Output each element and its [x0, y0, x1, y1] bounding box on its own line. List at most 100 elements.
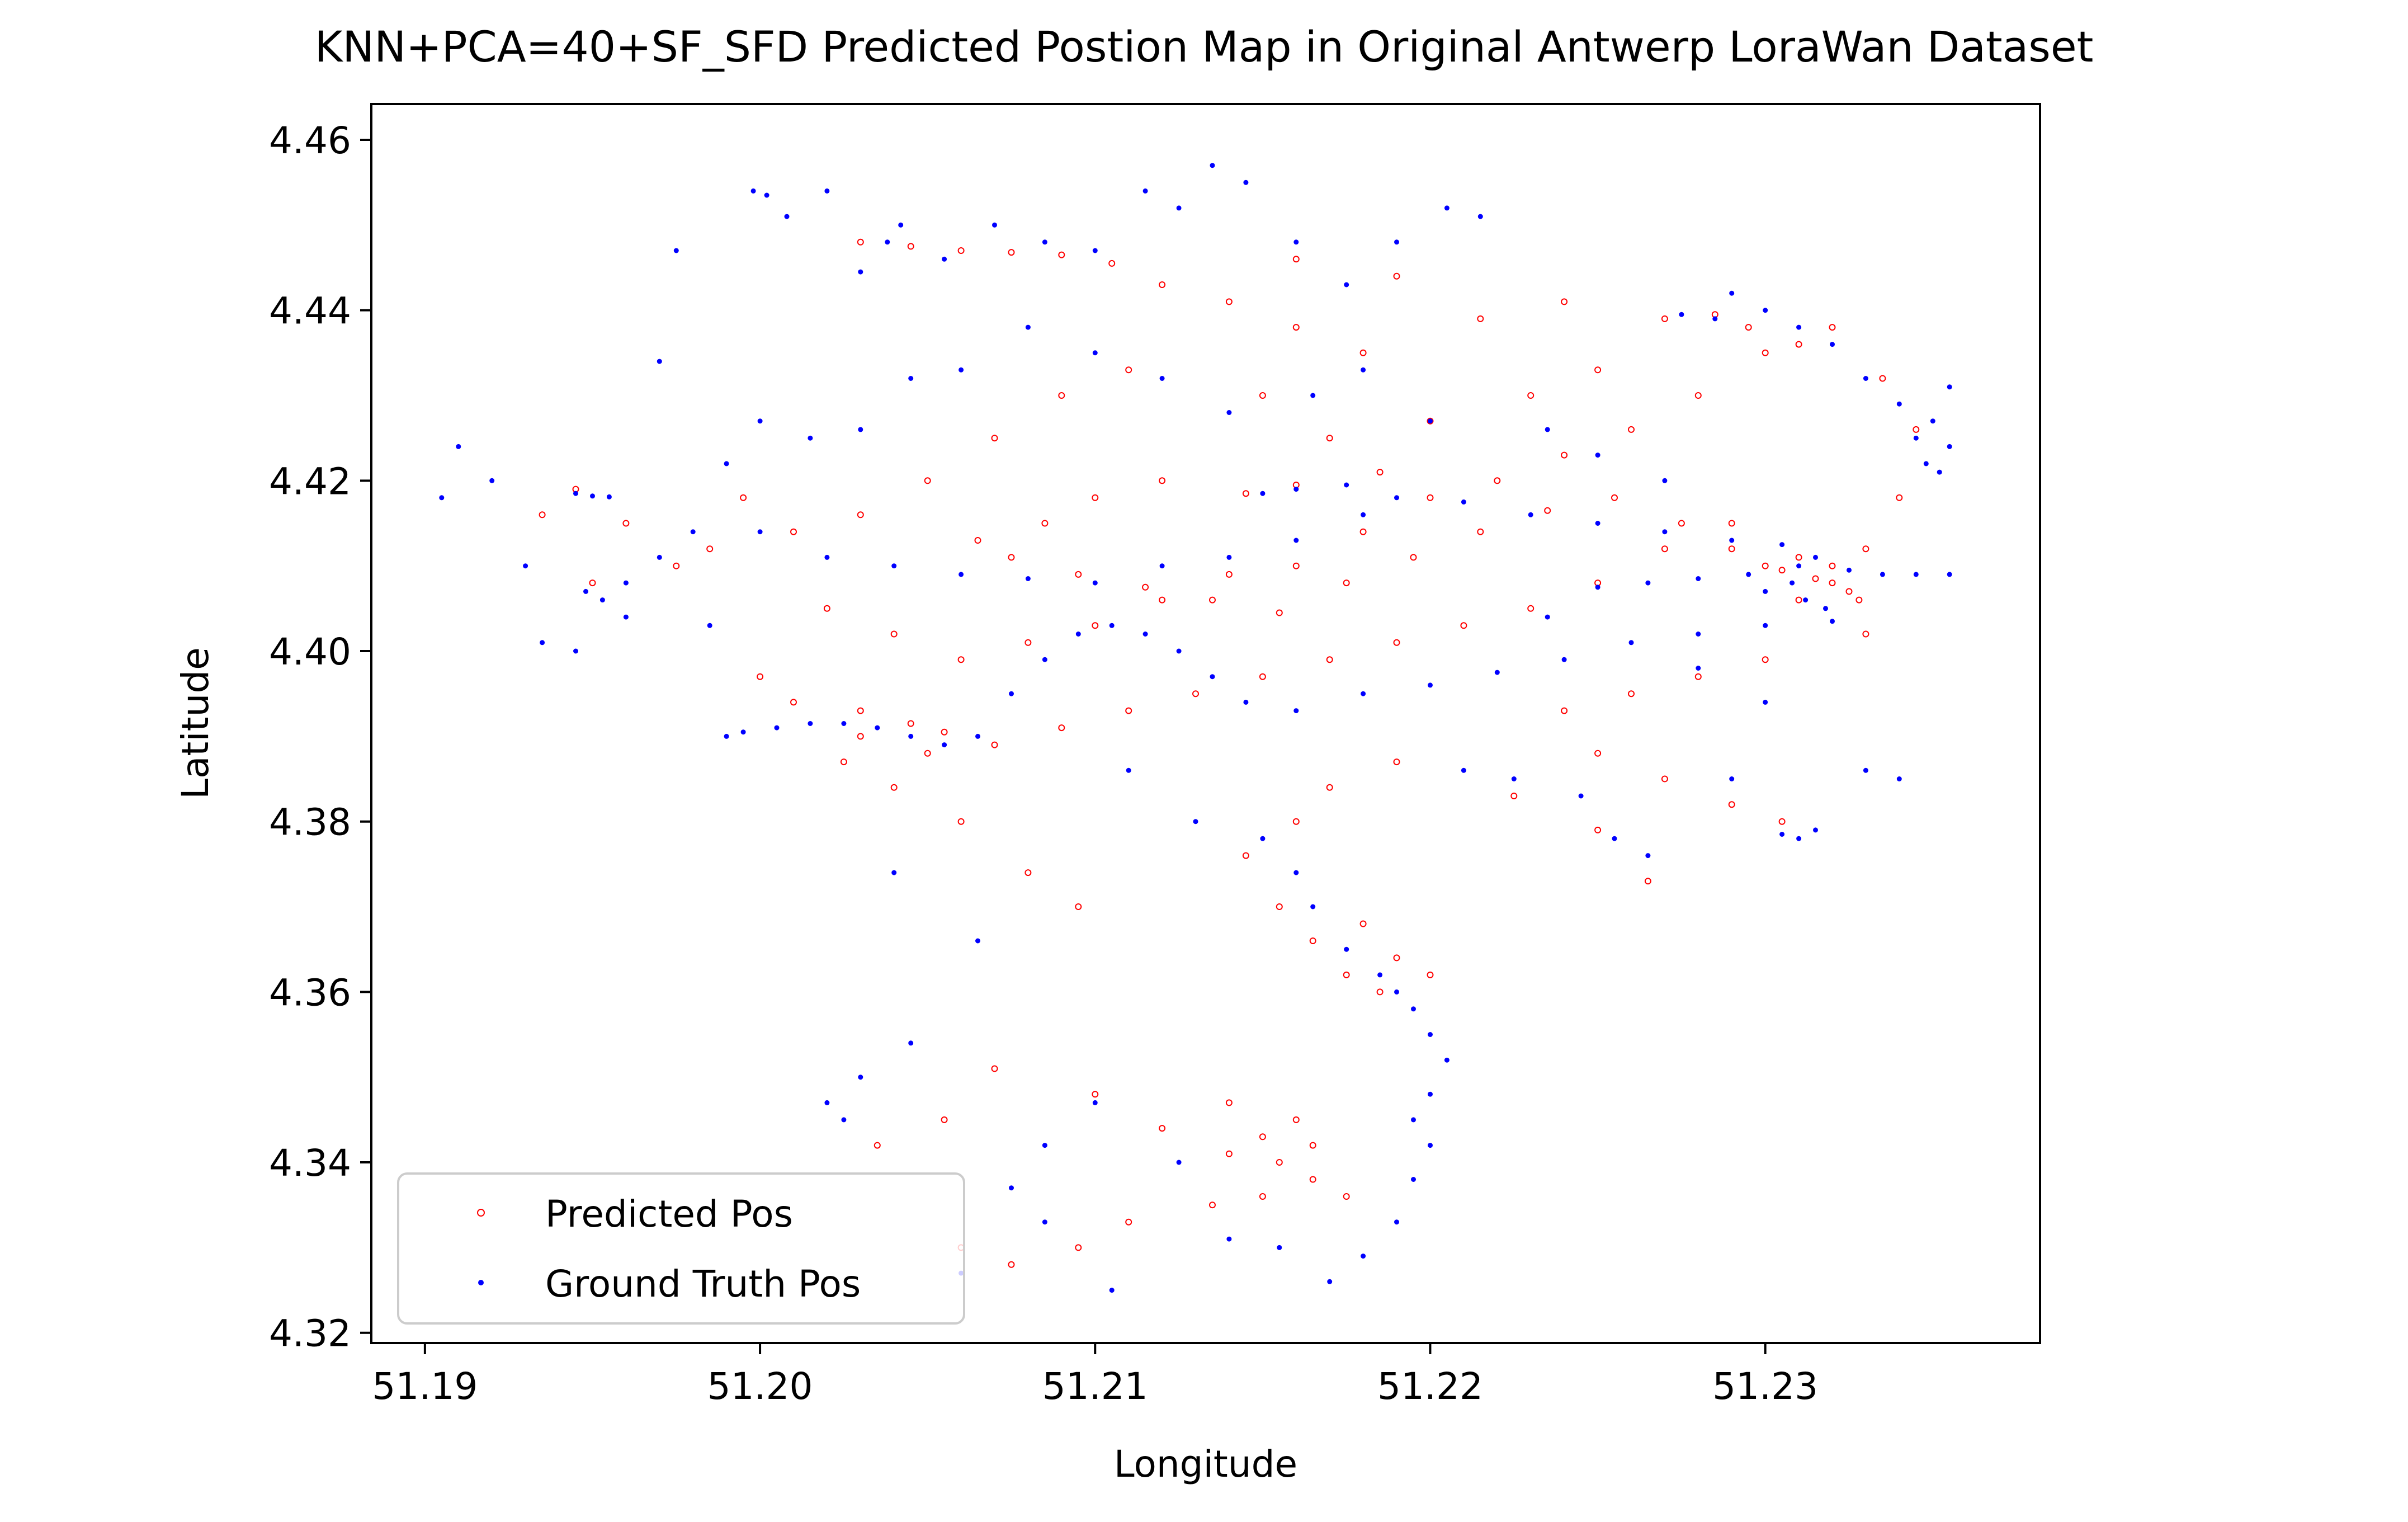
ground-truth-point	[1796, 324, 1802, 330]
points-layer	[439, 163, 1952, 1293]
predicted-point	[1393, 758, 1400, 766]
ground-truth-point	[1578, 793, 1584, 799]
predicted-point	[1008, 1261, 1015, 1268]
predicted-point	[1276, 1159, 1283, 1166]
ground-truth-point	[1729, 776, 1735, 781]
predicted-point	[1561, 707, 1568, 714]
ground-truth-point	[1361, 367, 1366, 373]
ground-truth-point	[1226, 554, 1232, 560]
predicted-point	[1594, 366, 1602, 374]
ground-truth-point	[1293, 239, 1299, 245]
ground-truth-point	[1813, 554, 1818, 560]
ground-truth-point	[1025, 324, 1031, 330]
predicted-point	[823, 605, 830, 612]
ground-truth-point	[1428, 418, 1433, 424]
predicted-point	[957, 818, 965, 825]
ground-truth-point	[1361, 512, 1366, 517]
ground-truth-point	[1947, 572, 1952, 577]
predicted-point	[1393, 639, 1400, 646]
predicted-point	[1326, 435, 1333, 442]
ground-truth-point	[975, 733, 980, 739]
predicted-point	[1125, 1218, 1132, 1226]
ground-truth-point	[824, 554, 830, 560]
predicted-point	[1309, 1176, 1316, 1183]
predicted-point	[1259, 673, 1266, 680]
predicted-point	[1544, 507, 1551, 514]
ground-truth-point	[1109, 623, 1115, 628]
ground-truth-point	[1176, 205, 1182, 211]
ground-truth-point	[750, 188, 756, 194]
predicted-point	[1058, 251, 1065, 258]
ground-truth-point	[858, 427, 863, 432]
ground-truth-point	[1628, 640, 1634, 645]
ground-truth-point	[1327, 1279, 1333, 1284]
x-tick-label: 51.22	[1377, 1365, 1483, 1408]
predicted-point	[1678, 520, 1685, 527]
legend-label-predicted: Predicted Pos	[545, 1193, 793, 1236]
predicted-point	[1192, 690, 1199, 698]
ground-truth-point	[690, 529, 696, 535]
predicted-point	[1259, 392, 1266, 399]
ground-truth-point	[1830, 342, 1835, 347]
predicted-point	[1644, 878, 1651, 885]
x-tick-label: 51.21	[1042, 1365, 1148, 1408]
ground-truth-point	[707, 623, 712, 628]
ground-truth-point	[1042, 1219, 1047, 1225]
predicted-point	[1108, 260, 1116, 267]
predicted-point	[1477, 528, 1484, 535]
predicted-point	[1879, 375, 1886, 382]
predicted-point	[757, 673, 764, 680]
predicted-point	[1611, 494, 1618, 501]
ground-truth-point	[583, 588, 588, 594]
ground-truth-point	[1159, 563, 1165, 569]
ground-truth-point	[1880, 572, 1885, 577]
predicted-point	[1527, 605, 1534, 612]
predicted-point	[1075, 903, 1082, 910]
ground-truth-point	[740, 729, 746, 735]
predicted-point	[673, 562, 680, 569]
y-tick-label: 4.32	[269, 1312, 351, 1355]
predicted-point	[1795, 341, 1802, 348]
y-tick-label: 4.44	[269, 290, 351, 333]
ground-truth-point	[1779, 542, 1785, 548]
predicted-point	[1159, 1125, 1166, 1132]
predicted-point	[857, 707, 864, 714]
ground-truth-point	[1260, 491, 1266, 496]
x-tick-label: 51.20	[707, 1365, 813, 1408]
ground-truth-point	[891, 563, 897, 569]
ground-truth-point	[1595, 453, 1600, 458]
ground-truth-point	[1361, 691, 1366, 696]
predicted-point	[1008, 249, 1015, 256]
ground-truth-point	[439, 495, 445, 501]
predicted-point	[1376, 469, 1384, 476]
predicted-point	[1292, 562, 1300, 569]
predicted-point	[1242, 490, 1249, 497]
predicted-point	[974, 537, 981, 544]
ground-truth-point	[1461, 767, 1466, 773]
predicted-point	[1795, 554, 1802, 561]
predicted-point	[1159, 477, 1166, 484]
ground-truth-point	[1696, 632, 1701, 637]
predicted-point	[740, 494, 747, 501]
predicted-point	[941, 728, 948, 736]
ground-truth-point	[764, 192, 769, 198]
ground-truth-point	[975, 938, 980, 944]
ground-truth-point	[942, 742, 947, 748]
ground-truth-point	[1142, 632, 1148, 637]
y-tick-label: 4.38	[269, 801, 351, 844]
ground-truth-point	[1528, 512, 1533, 517]
ground-truth-point	[1226, 1236, 1232, 1242]
ground-truth-point	[1411, 1177, 1416, 1182]
predicted-point	[1376, 988, 1384, 996]
predicted-point	[1527, 392, 1534, 399]
predicted-point	[941, 1116, 948, 1123]
ground-truth-point	[1310, 393, 1316, 398]
ground-truth-point	[1494, 670, 1500, 675]
legend: Predicted Pos Ground Truth Pos	[397, 1172, 965, 1325]
ground-truth-point	[489, 478, 495, 483]
x-tick-label: 51.19	[372, 1365, 478, 1408]
ground-truth-point	[1310, 904, 1316, 910]
ground-truth-point	[590, 493, 595, 499]
ground-truth-point	[1896, 776, 1902, 781]
ground-truth-point	[1461, 499, 1466, 505]
